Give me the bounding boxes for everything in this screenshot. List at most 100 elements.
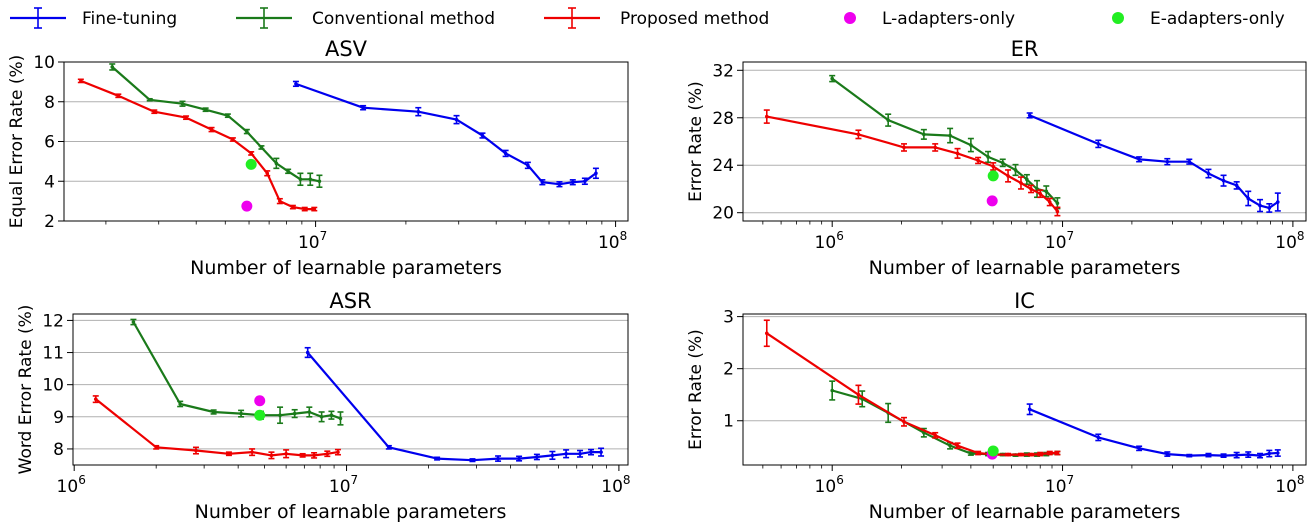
data-point <box>131 320 136 324</box>
legend-label: Conventional method <box>312 9 495 29</box>
data-point <box>269 453 274 458</box>
y-tick-label: 9 <box>53 408 64 428</box>
x-tick-label: 108 <box>1275 229 1304 253</box>
data-point <box>948 443 952 448</box>
data-point <box>933 433 937 438</box>
data-point <box>594 171 598 176</box>
x-tick-label: 108 <box>598 229 627 253</box>
data-point <box>969 451 973 456</box>
data-point <box>307 410 312 414</box>
y-tick-label: 12 <box>42 311 64 331</box>
y-tick-label: 11 <box>42 344 64 364</box>
data-point <box>976 158 980 163</box>
data-point <box>302 207 307 211</box>
data-point <box>830 388 834 393</box>
data-point <box>1234 453 1239 457</box>
chart-title: ASV <box>325 37 368 61</box>
data-point <box>1276 451 1280 455</box>
chart-asr: 106 107 108 8 9 10 11 12 ASR Number of learnable … <box>16 289 631 522</box>
data-point <box>116 93 121 98</box>
data-point <box>286 169 290 174</box>
data-point <box>570 180 575 185</box>
data-point <box>308 177 313 182</box>
data-point <box>254 409 266 421</box>
data-point <box>292 411 297 416</box>
series-conventional-method <box>109 63 323 189</box>
data-point <box>178 402 182 406</box>
plot-frame <box>72 313 629 466</box>
data-point <box>1276 200 1280 204</box>
data-point <box>1137 446 1141 451</box>
series-fine-tuning <box>292 80 599 188</box>
x-tick-label: 106 <box>815 229 844 253</box>
data-point <box>503 151 508 156</box>
data-point <box>180 101 185 106</box>
data-point <box>361 105 365 110</box>
data-point <box>1096 142 1101 146</box>
data-point <box>1221 453 1226 458</box>
data-point <box>435 456 439 461</box>
data-point <box>764 114 769 119</box>
legend: Fine-tuning Conventional method Proposed m… <box>10 7 1285 29</box>
data-point <box>1206 171 1211 176</box>
data-point <box>278 413 282 418</box>
y-axis-label: Word Error Rate (%) <box>16 305 36 475</box>
data-point <box>1246 452 1251 457</box>
data-point <box>1006 452 1010 457</box>
data-point <box>1019 452 1023 457</box>
chart-title: ER <box>1011 37 1039 61</box>
y-tick-label: 8 <box>53 440 64 460</box>
data-point <box>250 450 254 454</box>
data-point <box>1000 161 1005 165</box>
data-point <box>1006 174 1010 178</box>
data-point <box>245 129 249 134</box>
data-point <box>1187 453 1192 458</box>
data-point <box>1038 191 1043 196</box>
data-point <box>294 82 298 86</box>
legend-item-fine-tuning: Fine-tuning <box>10 7 177 29</box>
data-point <box>254 395 266 407</box>
x-tick-label: 108 <box>1275 473 1304 497</box>
data-point <box>1267 451 1272 456</box>
data-point <box>856 132 861 137</box>
y-tick-label: 8 <box>44 93 55 113</box>
data-point <box>1029 187 1033 191</box>
data-point <box>1206 453 1211 457</box>
y-tick-label: 20 <box>712 204 734 224</box>
data-point <box>1137 157 1141 162</box>
data-point <box>955 151 960 156</box>
legend-item-e-adapters-only: E-adapters-only <box>1112 9 1285 29</box>
data-point <box>194 448 198 453</box>
data-point <box>312 453 316 458</box>
data-point <box>976 451 980 455</box>
data-point <box>147 97 152 102</box>
legend-label: L-adapters-only <box>882 9 1015 29</box>
data-point <box>1027 407 1032 412</box>
plot-frame <box>742 61 1307 222</box>
data-point <box>564 451 568 456</box>
data-point <box>211 410 216 414</box>
chart-title: IC <box>1014 289 1035 313</box>
legend-item-l-adapters-only: L-adapters-only <box>844 9 1015 29</box>
data-point <box>955 443 960 448</box>
series-e-adapters-only <box>987 170 999 182</box>
x-axis-label: Number of learnable parameters <box>869 257 1181 279</box>
series-line <box>306 351 602 462</box>
data-point <box>1258 203 1262 208</box>
chart-ic: 106 107 108 1 2 3 IC Number of learnable parame… <box>686 289 1307 522</box>
legend-label: E-adapters-only <box>1150 9 1285 29</box>
legend-label: Fine-tuning <box>82 9 177 29</box>
data-point <box>249 151 253 156</box>
data-point <box>540 180 545 185</box>
data-point <box>589 450 593 454</box>
data-point <box>886 118 890 122</box>
series-l-adapters-only <box>986 195 998 207</box>
data-point <box>305 350 310 355</box>
data-point <box>1096 435 1101 440</box>
y-tick-label: 6 <box>44 133 55 153</box>
data-point <box>991 164 996 169</box>
x-axis-label: Number of learnable parameters <box>190 257 502 279</box>
y-axis-label: Equal Error Rate (%) <box>7 55 27 229</box>
series-line <box>766 332 1058 456</box>
data-point <box>1221 178 1226 183</box>
